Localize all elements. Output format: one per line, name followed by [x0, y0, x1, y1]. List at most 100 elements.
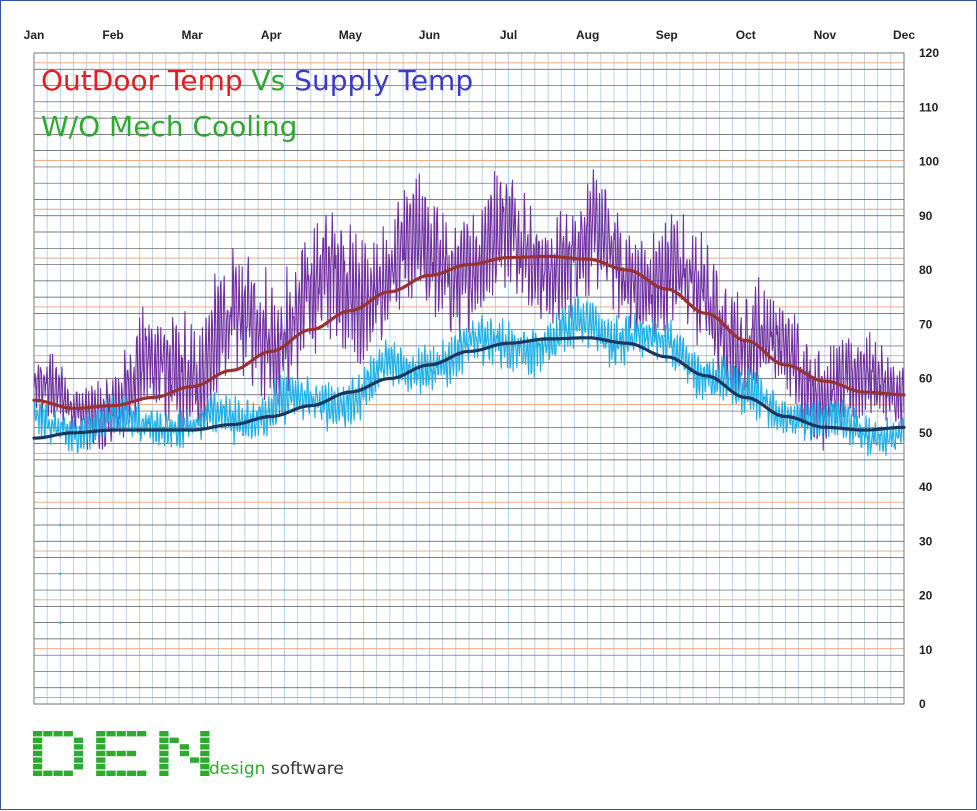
logo-pixel [200, 764, 210, 770]
logo-pixel [159, 757, 169, 763]
x-tick-label: Dec [893, 28, 915, 42]
chart-title-part: Vs [243, 64, 295, 97]
logo-pixel [96, 750, 106, 757]
y-tick-label: 50 [919, 426, 933, 440]
logo-pixel [106, 750, 116, 757]
x-tick-label: Mar [182, 28, 204, 42]
logo-pixel [169, 737, 179, 743]
logo-pixel [106, 770, 116, 776]
logo-pixel [73, 737, 84, 743]
series-line-outdoor-hourly [33, 169, 905, 451]
logo-mark [33, 731, 210, 776]
logo-pixel [126, 731, 137, 737]
logo-pixel [106, 731, 116, 737]
y-tick-label: 70 [919, 317, 933, 331]
logo-pixel [33, 770, 43, 776]
logo-pixel [33, 750, 43, 757]
logo-pixel [159, 731, 169, 737]
logo-pixel [200, 731, 210, 737]
chart-subtitle: W/O Mech Cooling [41, 110, 297, 143]
logo-pixel [33, 744, 43, 750]
logo-pixel [33, 731, 43, 737]
logo-pixel [200, 757, 210, 763]
logo-pixel [96, 731, 106, 737]
series-line-outdoor-trend [32, 254, 906, 410]
logo-pixel [33, 737, 43, 743]
logo-pixel [159, 764, 169, 770]
logo-pixel [126, 750, 137, 757]
x-tick-label: Feb [102, 28, 123, 42]
logo-pixel [179, 744, 189, 750]
y-tick-label: 60 [919, 372, 933, 386]
logo-pixel [126, 770, 137, 776]
logo-pixel [116, 750, 126, 757]
x-tick-label: Sep [656, 28, 678, 42]
x-tick-label: Jun [419, 28, 440, 42]
logo-pixel [96, 737, 106, 743]
logo-pixel [73, 744, 84, 750]
logo-pixel [116, 770, 126, 776]
logo-pixel [189, 757, 200, 763]
logo-pixel [73, 757, 84, 763]
chart-title: OutDoor Temp Vs Supply Temp W/O Mech Cool… [41, 64, 473, 143]
logo-pixel [116, 731, 126, 737]
outlier-point [58, 523, 62, 527]
x-tick-label: Jan [24, 28, 45, 42]
chart-title-part: OutDoor Temp [41, 64, 243, 97]
axes: Jan Feb Mar Apr May Jun Jul Aug Sep Oct Nov Dec 0 10 2… [24, 28, 940, 711]
logo-pixel [159, 750, 169, 757]
logo-pixel [53, 770, 63, 776]
outlier-point [58, 621, 62, 624]
logo-pixel [43, 770, 53, 776]
logo-letter [33, 731, 84, 776]
x-tick-label: Apr [261, 28, 282, 42]
logo-pixel [63, 770, 73, 776]
logo-pixel [137, 731, 147, 737]
x-tick-label: Oct [736, 28, 756, 42]
x-tick-label: May [339, 28, 363, 42]
chart-title-text: OutDoor Temp Vs Supply Temp [41, 64, 473, 97]
outlier-point [58, 572, 62, 575]
logo-wordmark: design software [209, 759, 344, 779]
y-tick-label: 30 [919, 534, 933, 548]
logo-pixel [53, 731, 63, 737]
logo-design-text: design [209, 759, 266, 779]
y-tick-label: 80 [919, 263, 933, 277]
y-tick-label: 90 [919, 209, 933, 223]
y-tick-label: 0 [919, 697, 926, 711]
logo-letter [96, 731, 147, 776]
series-group [32, 169, 906, 624]
logo-pixel [200, 744, 210, 750]
logo-pixel [96, 764, 106, 770]
logo-pixel [96, 744, 106, 750]
y-tick-label: 110 [919, 100, 939, 114]
logo-pixel [179, 750, 189, 757]
y-tick-label: 40 [919, 480, 933, 494]
logo-pixel [96, 757, 106, 763]
logo-pixel [200, 737, 210, 743]
x-tick-label: Nov [814, 28, 837, 42]
x-tick-label: Aug [576, 28, 599, 42]
y-tick-label: 100 [919, 155, 939, 169]
logo-pixel [159, 770, 169, 776]
logo-pixel [159, 737, 169, 743]
logo-pixel [33, 757, 43, 763]
logo-pixel [200, 770, 210, 776]
logo-pixel [73, 764, 84, 770]
logo-pixel [63, 731, 73, 737]
series-line-supply-trend [32, 336, 906, 440]
logo-software-text: software [270, 759, 344, 779]
y-tick-label: 20 [919, 589, 933, 603]
logo-pixel [33, 764, 43, 770]
y-tick-label: 10 [919, 643, 933, 657]
x-tick-label: Jul [500, 28, 517, 42]
logo-pixel [159, 744, 169, 750]
logo-pixel [73, 750, 84, 757]
chart-title-part: Supply Temp [294, 64, 473, 97]
logo-pixel [43, 731, 53, 737]
logo-pixel [96, 770, 106, 776]
logo-pixel [137, 770, 147, 776]
logo-pixel [200, 750, 210, 757]
